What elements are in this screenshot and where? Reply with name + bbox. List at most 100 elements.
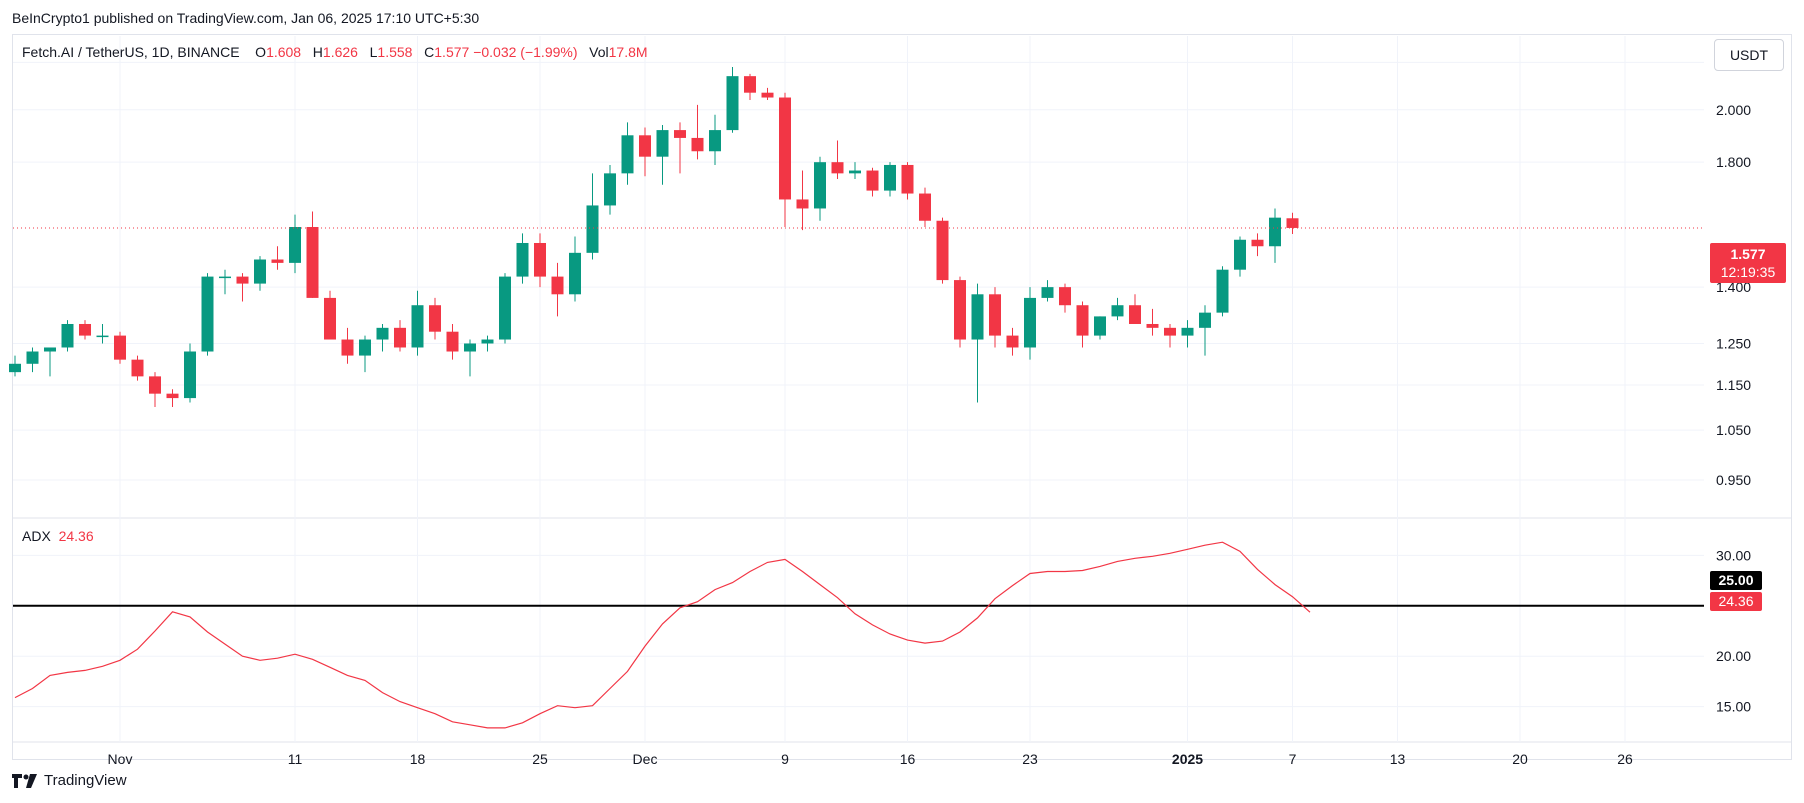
candle-body	[201, 276, 214, 352]
candle-body	[44, 347, 56, 352]
time-tick-label: 25	[532, 751, 548, 767]
candle-body	[184, 351, 196, 399]
close-label: C	[424, 44, 435, 60]
candle-body	[1216, 269, 1229, 313]
candle-body	[1129, 305, 1141, 324]
time-tick-label: 9	[781, 751, 789, 767]
candle-body	[1076, 305, 1089, 336]
candle-body	[289, 227, 301, 263]
candle-body	[411, 305, 424, 348]
candle-body	[429, 305, 441, 332]
volume-label: Vol	[589, 44, 609, 60]
candle-body	[901, 164, 914, 194]
candle-body	[1251, 239, 1264, 247]
bar-countdown: 12:19:35	[1720, 264, 1776, 280]
candle-body	[1024, 297, 1036, 348]
candle-body	[1041, 287, 1054, 298]
time-tick-label: 26	[1617, 751, 1633, 767]
candle-body	[464, 343, 476, 352]
candle-body	[1164, 327, 1176, 336]
candle-body	[1234, 239, 1246, 270]
candle-body	[1146, 323, 1159, 328]
chart-frame	[12, 34, 1792, 760]
time-tick-label: 23	[1022, 751, 1038, 767]
volume-value: 17.8M	[608, 44, 648, 60]
last-price-value: 1.577	[1730, 246, 1766, 262]
high-label: H	[312, 44, 323, 60]
candle-body	[516, 242, 529, 277]
candle-body	[1111, 305, 1124, 317]
candle-body	[1094, 316, 1106, 336]
open-label: O	[255, 44, 267, 60]
price-tick-label: 1.150	[1716, 377, 1751, 393]
time-tick-label: 13	[1390, 751, 1406, 767]
adx-current-tag: 24.36	[1710, 592, 1762, 611]
adx-legend-value: 24.36	[58, 528, 94, 544]
candle-body	[761, 92, 774, 98]
candle-body	[814, 162, 826, 209]
candle-body	[551, 276, 564, 295]
tradingview-logo-icon	[12, 773, 37, 788]
candle-body	[271, 259, 284, 263]
candle-body	[866, 170, 879, 191]
candle-body	[26, 351, 39, 364]
candle-body	[656, 130, 669, 157]
time-tick-label: 7	[1289, 751, 1297, 767]
adx-label[interactable]: ADX	[22, 528, 51, 544]
candle-body	[1181, 327, 1194, 336]
candle-body	[569, 252, 581, 295]
candle-body	[306, 227, 319, 298]
time-tick-label: 16	[900, 751, 916, 767]
candle-body	[359, 339, 371, 356]
candle-body	[341, 339, 354, 356]
symbol-name[interactable]: Fetch.AI / TetherUS, 1D, BINANCE	[22, 44, 240, 60]
adx-line	[14, 541, 1311, 729]
candle-body	[674, 130, 686, 138]
adx-tick-label: 15.00	[1716, 699, 1751, 715]
publisher-line: BeInCrypto1 published on TradingView.com…	[12, 10, 480, 26]
candle-body	[971, 294, 984, 340]
candle-body	[621, 135, 634, 174]
candle-body	[376, 327, 389, 340]
candle-body	[779, 97, 791, 200]
symbol-legend: Fetch.AI / TetherUS, 1D, BINANCE O1.608 …	[22, 44, 648, 60]
low-label: L	[369, 44, 378, 60]
candle-body	[831, 162, 844, 174]
adx-threshold-tag: 25.00	[1710, 571, 1762, 590]
candle-body	[236, 276, 249, 284]
candle-body	[604, 173, 616, 206]
low-value: 1.558	[377, 44, 413, 60]
price-tick-label: 1.400	[1716, 279, 1751, 295]
candle-body	[9, 363, 21, 373]
adx-legend: ADX 24.36	[22, 528, 94, 544]
candle-body	[744, 76, 756, 93]
candle-body	[1286, 218, 1299, 228]
candle-body	[324, 297, 336, 340]
candle-body	[954, 280, 966, 340]
candle-body	[149, 376, 161, 394]
close-value: 1.577	[434, 44, 470, 60]
change-value: −0.032 (−1.99%)	[473, 44, 578, 60]
price-tick-label: 1.800	[1716, 154, 1751, 170]
candle-body	[219, 276, 231, 279]
candle-body	[989, 294, 1001, 336]
candle-body	[1269, 217, 1281, 247]
candle-body	[61, 323, 74, 348]
candle-body	[1059, 287, 1071, 306]
time-tick-label: 18	[410, 751, 426, 767]
candle-body	[499, 276, 511, 340]
adx-current-value: 24.36	[1718, 593, 1754, 609]
candle-body	[446, 331, 459, 352]
time-tick-label: 20	[1512, 751, 1528, 767]
tradingview-footer[interactable]: TradingView	[12, 772, 127, 789]
tradingview-brand: TradingView	[44, 772, 127, 789]
time-tick-label: Nov	[108, 751, 133, 767]
candle-body	[586, 205, 599, 253]
last-price-tag: 1.577 12:19:35	[1710, 243, 1786, 283]
candle-body	[919, 193, 931, 221]
candle-body	[254, 259, 266, 284]
currency-button[interactable]: USDT	[1714, 39, 1784, 71]
candle-body	[639, 135, 651, 157]
candle-body	[534, 242, 546, 277]
